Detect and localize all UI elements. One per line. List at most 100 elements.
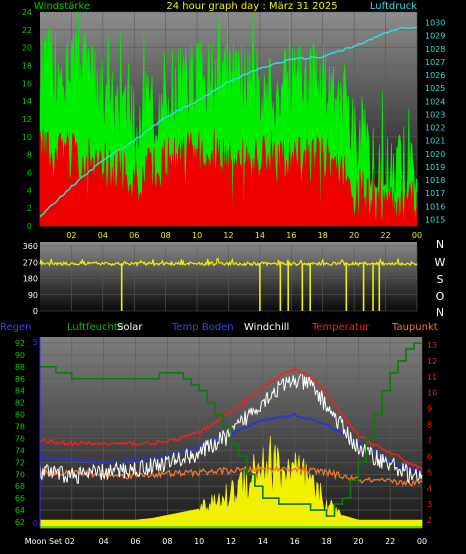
- pressure-ytick-label: 1016: [425, 202, 445, 211]
- humidity-ytick-label: 76: [15, 434, 25, 443]
- temp-xtick-label: Moon Set 02: [25, 537, 75, 546]
- temp-xtick-label: 00: [417, 537, 427, 546]
- humidity-ytick-label: 64: [15, 506, 25, 515]
- temp-xtick-label: 10: [194, 537, 204, 546]
- temperature-ytick-label: 2: [427, 516, 432, 525]
- wind-avg-area: [39, 128, 418, 227]
- legend-regen: Regen: [0, 322, 32, 333]
- pressure-ytick-label: 1019: [425, 163, 445, 172]
- direction-ytick-label: 360: [23, 242, 38, 251]
- wind-ytick-label: 2: [27, 204, 32, 213]
- pressure-ytick-label: 1021: [425, 137, 445, 146]
- wind-xtick-label: 06: [129, 231, 139, 240]
- wind-direction-line: [39, 257, 418, 267]
- wind-xtick-label: 14: [255, 231, 265, 240]
- pressure-ytick-label: 1017: [425, 189, 445, 198]
- direction-ytick-label: 180: [23, 275, 38, 284]
- header-right: Luftdruck: [370, 1, 417, 12]
- temperature-ytick-label: 9: [427, 405, 432, 414]
- temperature-ytick-label: 6: [427, 452, 432, 461]
- direction-ytick-label: 270: [23, 258, 38, 267]
- wind-ytick-label: 6: [27, 169, 32, 178]
- header-center: 24 hour graph day : März 31 2025: [166, 1, 337, 12]
- wind-xtick-label: 10: [192, 231, 202, 240]
- temp-xtick-label: 22: [385, 537, 395, 546]
- legend-luftfeuchte: Luftfeuchte: [67, 322, 124, 333]
- legend-taupunkt: Taupunkt: [391, 322, 438, 333]
- wind-ytick-label: 24: [22, 8, 32, 17]
- wind-xtick-label: 04: [98, 231, 108, 240]
- humidity-ytick-label: 82: [15, 399, 25, 408]
- header-left: Windstärke: [34, 1, 90, 12]
- humidity-ytick-label: 84: [15, 387, 25, 396]
- temperature-ytick-label: 12: [427, 357, 437, 366]
- humidity-ytick-label: 92: [15, 339, 25, 348]
- legend-temperatur: Temperatur: [311, 322, 370, 333]
- pressure-ytick-label: 1023: [425, 110, 445, 119]
- humidity-ytick-label: 74: [15, 446, 25, 455]
- humidity-line: [40, 342, 422, 517]
- humidity-ytick-label: 62: [15, 518, 25, 527]
- temp-xtick-label: 18: [321, 537, 331, 546]
- temp-xtick-label: 14: [258, 537, 268, 546]
- temp-xtick-label: 04: [99, 537, 109, 546]
- pressure-ytick-label: 1015: [425, 215, 445, 224]
- temp-xtick-label: 12: [226, 537, 236, 546]
- wind-ytick-label: 18: [22, 62, 32, 71]
- humidity-ytick-label: 68: [15, 482, 25, 491]
- humidity-ytick-label: 70: [15, 470, 25, 479]
- compass-n-bottom: N: [436, 306, 444, 319]
- pressure-ytick-label: 1025: [425, 84, 445, 93]
- temperature-ytick-label: 4: [427, 484, 432, 493]
- pressure-ytick-label: 1018: [425, 176, 445, 185]
- temperature-ytick-label: 10: [427, 389, 437, 398]
- humidity-ytick-label: 90: [15, 351, 25, 360]
- pressure-ytick-label: 1020: [425, 150, 445, 159]
- wind-xtick-label: 12: [223, 231, 233, 240]
- wind-xtick-label: 02: [66, 231, 76, 240]
- temp-xtick-label: 20: [353, 537, 363, 546]
- pressure-ytick-label: 1028: [425, 45, 445, 54]
- humidity-ytick-label: 72: [15, 458, 25, 467]
- temperature-ytick-label: 5: [427, 468, 432, 477]
- temp-xtick-label: 06: [130, 537, 140, 546]
- legend-temp-boden: Temp Boden: [171, 322, 234, 333]
- humidity-ytick-label: 88: [15, 363, 25, 372]
- humidity-ytick-label: 78: [15, 423, 25, 432]
- direction-ytick-label: 90: [28, 291, 38, 300]
- temperature-line: [39, 366, 423, 470]
- pressure-ytick-label: 1027: [425, 58, 445, 67]
- wind-ytick-label: 20: [22, 44, 32, 53]
- temperature-ytick-label: 13: [427, 341, 437, 350]
- pressure-line: [39, 26, 418, 218]
- direction-ytick-label: 0: [33, 307, 38, 316]
- pressure-ytick-label: 1024: [425, 97, 445, 106]
- wind-xtick-label: 00: [412, 231, 422, 240]
- pressure-ytick-label: 1029: [425, 32, 445, 41]
- temperature-ytick-label: 8: [427, 421, 432, 430]
- pressure-ytick-label: 1030: [425, 19, 445, 28]
- humidity-ytick-label: 66: [15, 494, 25, 503]
- compass-s: S: [437, 273, 444, 286]
- wind-ytick-label: 16: [22, 79, 32, 88]
- wind-ytick-label: 0: [27, 222, 32, 231]
- legend-windchill: Windchill: [244, 322, 289, 333]
- temperature-ytick-label: 7: [427, 436, 432, 445]
- solar-area: [39, 435, 423, 529]
- temp-xtick-label: 08: [162, 537, 172, 546]
- legend-solar: Solar: [117, 322, 143, 333]
- rain-ytick-label: 5: [33, 338, 38, 347]
- temp-xtick-label: 16: [290, 537, 300, 546]
- wind-xtick-label: 08: [161, 231, 171, 240]
- wind-xtick-label: 20: [349, 231, 359, 240]
- wind-ytick-label: 10: [22, 133, 32, 142]
- wind-xtick-label: 18: [318, 231, 328, 240]
- temperature-ytick-label: 3: [427, 500, 432, 509]
- humidity-ytick-label: 80: [15, 411, 25, 420]
- temperature-ytick-label: 11: [427, 373, 437, 382]
- wind-ytick-label: 8: [27, 151, 32, 160]
- compass-o: O: [436, 290, 445, 303]
- compass-n-top: N: [436, 238, 444, 251]
- pressure-ytick-label: 1022: [425, 124, 445, 133]
